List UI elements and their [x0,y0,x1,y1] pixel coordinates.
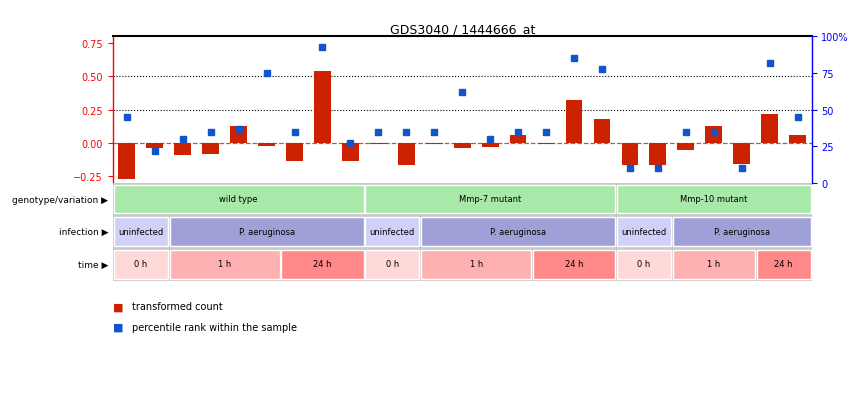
Text: 0 h: 0 h [637,259,650,268]
Text: Mmp-7 mutant: Mmp-7 mutant [459,195,522,204]
Text: transformed count: transformed count [132,301,223,311]
Text: 24 h: 24 h [774,259,792,268]
Bar [454,143,470,149]
FancyBboxPatch shape [673,250,755,279]
FancyBboxPatch shape [365,185,615,214]
Bar [174,143,191,155]
Text: 0 h: 0 h [135,259,148,268]
Text: 1 h: 1 h [470,259,483,268]
Text: wild type: wild type [220,195,258,204]
Bar [482,143,498,147]
FancyBboxPatch shape [617,218,671,247]
Bar [258,143,275,146]
Text: genotype/variation ▶: genotype/variation ▶ [12,195,108,204]
Text: ■: ■ [113,322,123,332]
Text: P. aeruginosa: P. aeruginosa [239,227,294,236]
Bar [118,143,135,179]
FancyBboxPatch shape [617,250,671,279]
FancyBboxPatch shape [114,218,168,247]
Bar [398,143,415,166]
Text: 24 h: 24 h [565,259,583,268]
Text: P. aeruginosa: P. aeruginosa [713,227,770,236]
Bar [761,114,778,143]
Bar [342,143,358,162]
Bar [677,143,694,150]
Bar [314,72,331,143]
Text: 0 h: 0 h [385,259,399,268]
Text: 1 h: 1 h [218,259,231,268]
Bar [286,143,303,162]
Bar [733,143,750,165]
FancyBboxPatch shape [757,250,811,279]
FancyBboxPatch shape [169,250,279,279]
FancyBboxPatch shape [533,250,615,279]
Bar [594,120,610,143]
FancyBboxPatch shape [617,185,811,214]
Text: ■: ■ [113,301,123,311]
Bar [230,126,247,143]
Bar [789,135,806,143]
FancyBboxPatch shape [365,218,419,247]
FancyBboxPatch shape [673,218,811,247]
Text: P. aeruginosa: P. aeruginosa [490,227,546,236]
Bar [537,143,555,145]
Bar [510,135,527,143]
Bar [649,143,667,166]
Bar [202,143,219,154]
Bar [147,143,163,149]
Title: GDS3040 / 1444666_at: GDS3040 / 1444666_at [390,23,535,36]
FancyBboxPatch shape [114,185,364,214]
Bar [566,101,582,143]
Bar [706,126,722,143]
FancyBboxPatch shape [114,250,168,279]
FancyBboxPatch shape [421,250,531,279]
Text: 1 h: 1 h [707,259,720,268]
Text: uninfected: uninfected [370,227,415,236]
Bar [370,143,387,145]
FancyBboxPatch shape [281,250,364,279]
Bar [426,143,443,145]
Text: uninfected: uninfected [621,227,667,236]
Text: 24 h: 24 h [313,259,332,268]
Text: percentile rank within the sample: percentile rank within the sample [132,322,297,332]
Text: infection ▶: infection ▶ [59,228,108,237]
Text: Mmp-10 mutant: Mmp-10 mutant [680,195,747,204]
Text: uninfected: uninfected [118,227,163,236]
Text: time ▶: time ▶ [78,260,108,269]
FancyBboxPatch shape [421,218,615,247]
FancyBboxPatch shape [365,250,419,279]
Bar [621,143,638,166]
FancyBboxPatch shape [169,218,364,247]
